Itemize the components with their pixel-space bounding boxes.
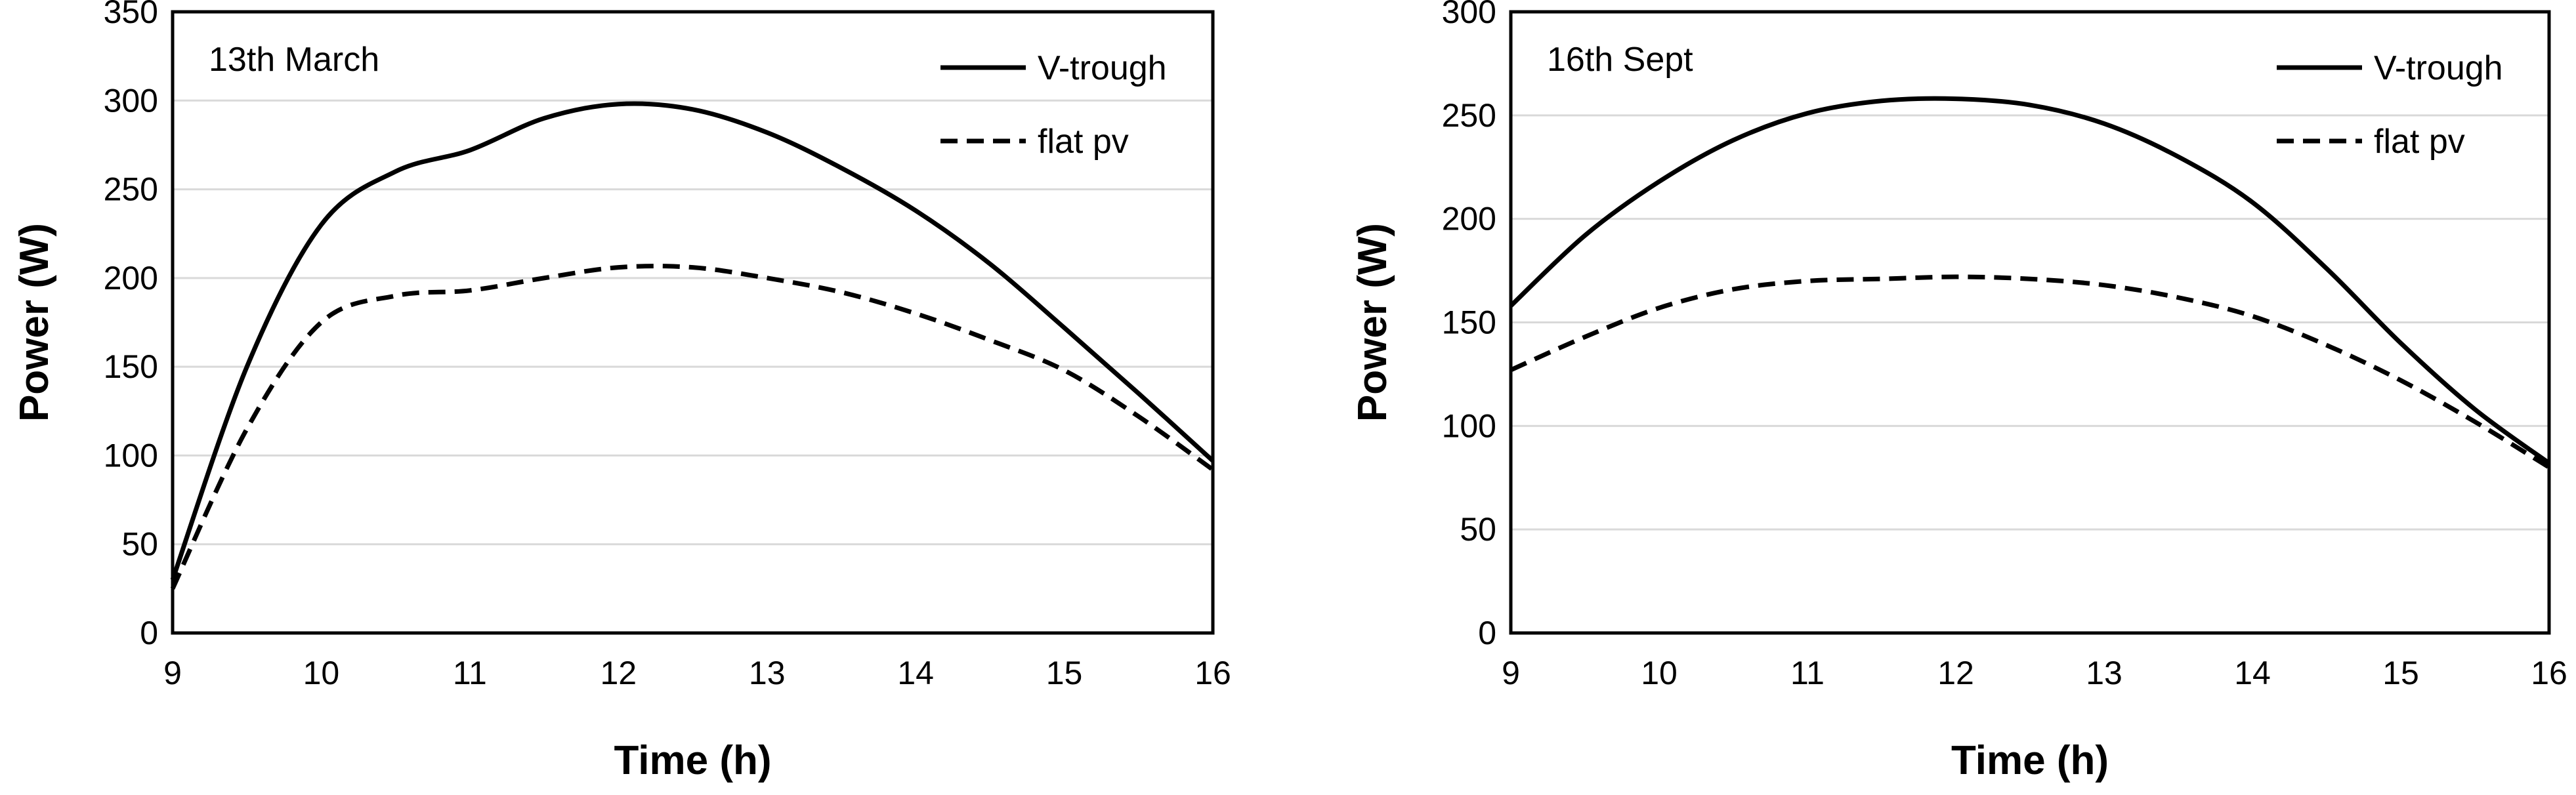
plot-frame: [171, 10, 1215, 635]
legend-label: V-trough: [1038, 49, 1167, 87]
y-axis-label: Power (W): [1350, 223, 1395, 422]
y-tick-label: 250: [104, 171, 158, 208]
x-tick-label: 9: [163, 655, 182, 691]
x-tick-label: 14: [2234, 655, 2271, 691]
series-line-flat-pv: [170, 264, 1215, 590]
plot-frame: [1509, 10, 2551, 635]
series-line-flat-pv: [1510, 274, 2550, 470]
x-tick-label: 11: [1790, 655, 1825, 691]
y-tick-label: 300: [1442, 0, 1496, 30]
y-tick-label: 300: [104, 82, 158, 119]
y-tick-label: 50: [121, 526, 158, 563]
y-tick-label: 100: [104, 437, 158, 474]
x-tick-label: 15: [1046, 655, 1083, 691]
x-tick-label: 13: [749, 655, 786, 691]
y-axis-label: Power (W): [12, 223, 57, 422]
x-axis-label: Time (h): [614, 738, 772, 783]
y-tick-label: 100: [1442, 407, 1496, 444]
x-tick-label: 9: [1502, 655, 1520, 691]
x-tick-label: 12: [600, 655, 637, 691]
chart-panel-1: 0 50 100 150 200 250 300 350 9 10 11 12 13 14 15 16 Time…: [12, 0, 1231, 783]
legend-label: flat pv: [1038, 123, 1129, 161]
y-tick-label: 50: [1460, 511, 1496, 548]
x-axis-label: Time (h): [1951, 738, 2109, 783]
x-tick-label: 12: [1937, 655, 1974, 691]
legend-label: V-trough: [2374, 49, 2503, 87]
y-tick-label: 200: [1442, 201, 1496, 237]
x-tick-label: 10: [1641, 655, 1678, 691]
legend-label: flat pv: [2374, 123, 2465, 161]
chart-annotation: 16th Sept: [1547, 41, 1693, 79]
x-tick-label: 15: [2382, 655, 2419, 691]
chart-panel-2: 0 50 100 150 200 250 300 9 10 11 12 13 14 15 16 Time (h…: [1350, 0, 2567, 783]
chart-annotation: 13th March: [209, 41, 379, 79]
y-tick-label: 0: [1478, 615, 1496, 651]
x-tick-label: 13: [2086, 655, 2122, 691]
x-tick-label: 16: [1194, 655, 1231, 691]
x-tick-label: 14: [897, 655, 934, 691]
y-tick-label: 150: [104, 348, 158, 385]
series-line-v-trough: [170, 101, 1215, 581]
x-tick-label: 16: [2531, 655, 2567, 691]
y-tick-label: 200: [104, 260, 158, 296]
y-tick-label: 0: [140, 615, 158, 651]
series-line-v-trough: [1509, 96, 2551, 465]
x-tick-label: 10: [303, 655, 340, 691]
y-tick-label: 250: [1442, 97, 1496, 134]
y-tick-label: 350: [104, 0, 158, 30]
y-tick-label: 150: [1442, 304, 1496, 341]
x-tick-label: 11: [453, 655, 487, 691]
